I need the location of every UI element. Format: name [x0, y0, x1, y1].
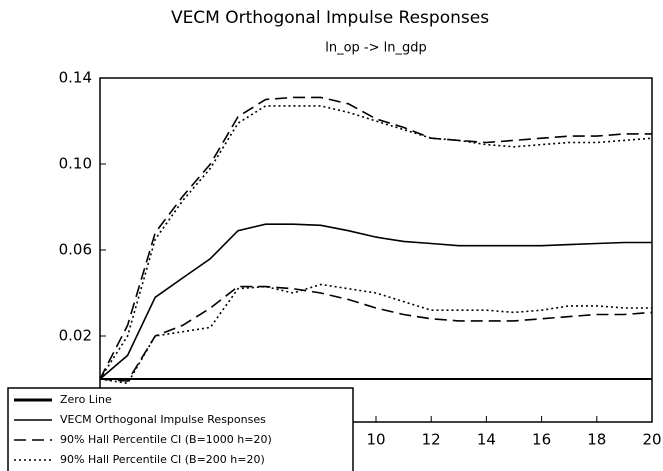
y-tick-label: 0.14 — [59, 69, 92, 87]
chart-subtitle: ln_op -> ln_gdp — [325, 41, 427, 56]
legend-label: 90% Hall Percentile CI (B=1000 h=20) — [60, 433, 272, 446]
series-line — [99, 223, 652, 380]
legend-box — [7, 387, 354, 471]
series-line — [99, 96, 652, 380]
y-tick-label: 0.10 — [59, 155, 92, 173]
x-tick-label: 18 — [587, 431, 606, 449]
y-tick-label: 0.02 — [59, 327, 92, 345]
legend-label: Zero Line — [60, 393, 112, 406]
plot-frame — [99, 77, 653, 423]
x-tick-label: 16 — [532, 431, 551, 449]
y-tick-label: 0.06 — [59, 241, 92, 259]
x-tick-label: 10 — [366, 431, 385, 449]
series-line — [99, 283, 652, 385]
legend-label: 90% Hall Percentile CI (B=200 h=20) — [60, 453, 265, 466]
series-line — [99, 105, 653, 380]
legend-label: VECM Orthogonal Impulse Responses — [60, 413, 266, 426]
series-line — [99, 285, 653, 382]
x-tick-label: 20 — [642, 431, 661, 449]
x-tick-label: 12 — [422, 431, 441, 449]
x-tick-label: 14 — [477, 431, 496, 449]
chart-title: VECM Orthogonal Impulse Responses — [171, 8, 489, 28]
